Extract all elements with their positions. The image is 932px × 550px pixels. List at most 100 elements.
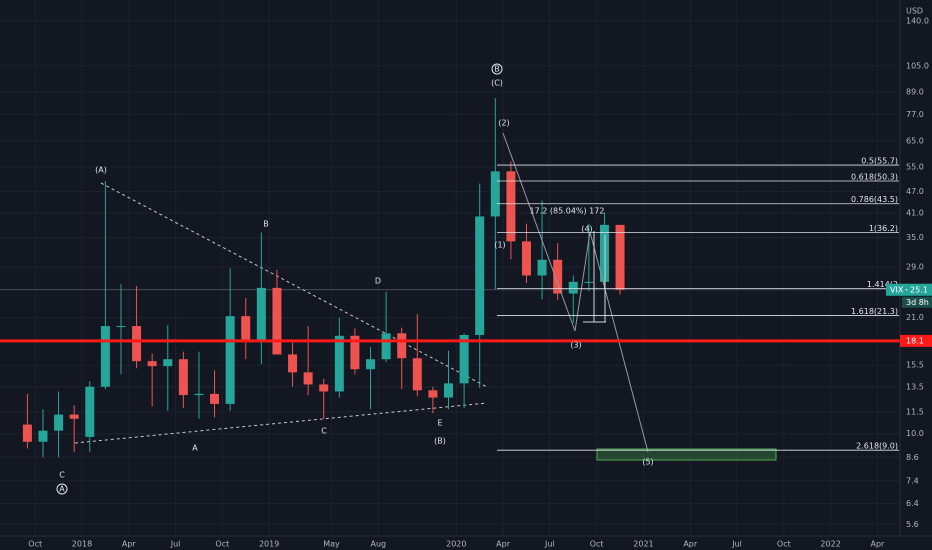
candle-body (178, 359, 188, 396)
annotation: (3) (570, 341, 581, 350)
annotation: (C) (491, 79, 503, 88)
circle-marker (491, 63, 503, 75)
candle-body (319, 384, 329, 392)
candle-body (334, 335, 344, 392)
candle-body (366, 359, 376, 370)
y-tick-label: 55.0 (906, 163, 924, 172)
y-tick-label: 5.6 (906, 520, 919, 529)
candle-body (225, 316, 235, 404)
annotation: B (263, 220, 269, 229)
x-tick-label: 2021 (633, 540, 653, 549)
y-tick-label: 11.5 (906, 407, 924, 416)
candles (22, 98, 625, 458)
x-tick-label: Jul (170, 540, 181, 549)
candle-body (412, 358, 422, 391)
candle-body (397, 333, 407, 359)
candle-body (599, 224, 609, 282)
annotation: B (494, 65, 500, 74)
annotation: (B) (434, 437, 446, 446)
candle-body (69, 414, 79, 419)
y-tick-label: 29.0 (906, 263, 924, 272)
fib-label: 0.786(43.5) (851, 195, 898, 204)
candle-body (288, 354, 298, 373)
annotation: A (192, 444, 198, 453)
candle-body (132, 326, 142, 362)
last-price-symbol: VIX (890, 285, 904, 294)
candle-body (428, 390, 438, 398)
candle-body (475, 216, 485, 335)
fib-label: 1.618(21.3) (851, 307, 898, 316)
x-tick-label: Oct (215, 540, 229, 549)
candle-body (85, 386, 95, 437)
target-zone (596, 448, 777, 461)
x-tick-label: 2020 (446, 540, 466, 549)
annotation: (5) (642, 458, 653, 467)
candle-body (381, 333, 391, 360)
y-tick-label: 10.0 (906, 429, 924, 438)
y-tick-label: 6.4 (906, 499, 919, 508)
x-tick-label: Jul (731, 540, 742, 549)
y-tick-label: 7.4 (906, 476, 919, 485)
x-tick-label: 2022 (820, 540, 840, 549)
candle-body (272, 287, 282, 355)
candle-body (350, 335, 360, 370)
candle-body (100, 326, 110, 387)
countdown: 3d 8h (906, 298, 929, 307)
separator (905, 288, 908, 291)
candle-body (210, 393, 220, 404)
y-tick-label: 8.6 (906, 453, 919, 462)
candle-body (553, 259, 563, 294)
fib-label: 0.5(55.7) (861, 157, 898, 166)
candle-body (584, 281, 594, 283)
candle-body (241, 316, 251, 341)
x-tick-label: Apr (683, 540, 698, 549)
fib-label: 1.414(2 (867, 280, 898, 289)
candle-body (568, 281, 578, 294)
annotation: E (437, 419, 442, 428)
currency-label: USD (906, 7, 923, 16)
price-axis (900, 0, 932, 536)
annotation: (4) (581, 225, 592, 234)
x-tick-label: Apr (496, 540, 511, 549)
candle-body (147, 361, 157, 367)
x-tick-label: 2019 (259, 540, 279, 549)
countdown-tag (902, 296, 932, 308)
price-tag (900, 334, 932, 347)
x-tick-label: Oct (777, 540, 791, 549)
candle-body (194, 393, 204, 396)
x-tick-label: Aug (371, 540, 387, 549)
candle-body (303, 372, 313, 385)
candle-body (444, 383, 453, 398)
annotation: 17.2 (85.04%) 172 (530, 207, 605, 216)
y-tick-label: 35.0 (906, 233, 924, 242)
fib-label: 0.618(50.3) (851, 173, 898, 182)
y-tick-label: 65.0 (906, 136, 924, 145)
fib-label: 1(36.2) (869, 224, 898, 233)
y-tick-label: 89.0 (906, 87, 924, 96)
x-tick-label: Oct (28, 540, 42, 549)
price-tag-label: 18.1 (906, 336, 924, 345)
annotation: (1) (494, 241, 505, 250)
annotation: (2) (498, 119, 509, 128)
candle-body (490, 171, 500, 217)
candle-body (163, 359, 173, 367)
last-price-tag (886, 283, 932, 296)
candle-body (459, 334, 469, 384)
y-tick-label: 77.0 (906, 110, 924, 119)
candle-body (256, 287, 266, 341)
y-tick-label: 105.0 (906, 61, 929, 70)
candle-body (116, 326, 126, 328)
circle-marker (56, 483, 68, 495)
candle-body (615, 224, 625, 290)
trend-line (74, 402, 488, 444)
trend-line (100, 182, 488, 388)
x-tick-label: Apr (122, 540, 137, 549)
y-tick-label: 21.0 (906, 313, 924, 322)
annotation: C (321, 427, 327, 436)
y-tick-label: 15.5 (906, 361, 924, 370)
candle-body (537, 259, 547, 276)
annotation: D (375, 277, 381, 286)
axes: Oct 2018 Apr Jul Oct 2019 May Aug 2020 Apr Jul Oct 2… (28, 16, 932, 549)
